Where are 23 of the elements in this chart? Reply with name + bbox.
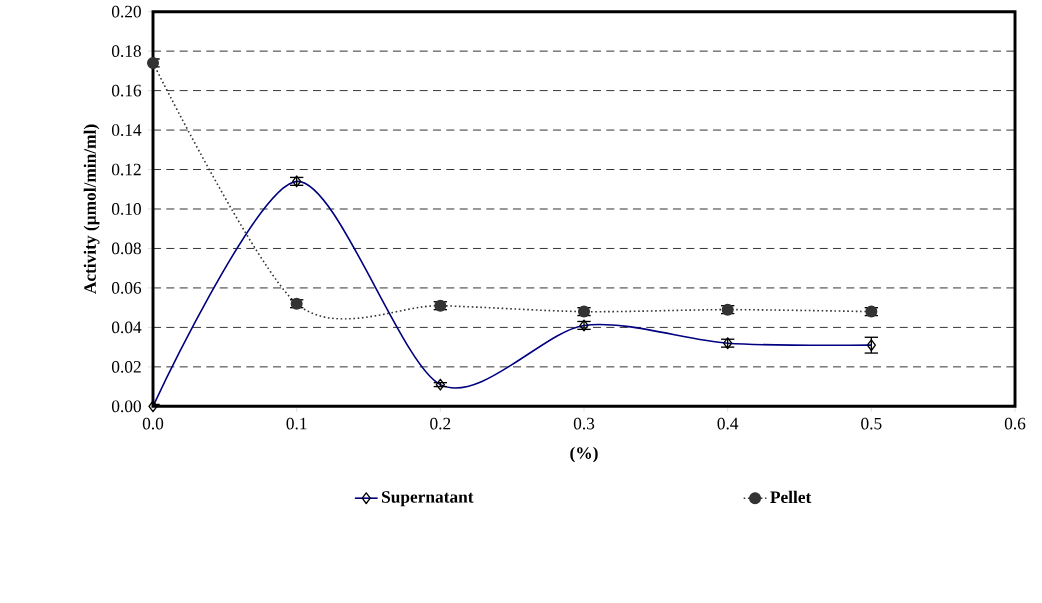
y-tick-label: 0.02	[111, 360, 141, 373]
y-tick-label: 0.18	[111, 45, 141, 57]
y-tick-label: 0.14	[111, 124, 142, 136]
y-tick-label: 0.10	[111, 203, 141, 215]
y-tick-label: 0.12	[111, 163, 141, 176]
x-tick-label: 0.2	[430, 417, 451, 430]
x-tick-label: 0.3	[573, 417, 595, 430]
x-axis-title: (%)	[570, 446, 598, 463]
x-tick-label: 0.1	[286, 417, 307, 430]
point	[147, 56, 160, 69]
x-tick-label: 0.6	[1004, 417, 1026, 430]
y-tick-label: 0.08	[111, 242, 141, 255]
y-tick-label: 0.00	[111, 400, 141, 413]
y-tick-label: 0.16	[111, 84, 142, 97]
y-tick-label: 0.06	[111, 281, 142, 294]
y-axis-title: Activity (µmol/min/ml)	[83, 124, 100, 294]
legend-label: Supernatant	[382, 491, 474, 507]
y-tick-label: 0.20	[111, 5, 141, 18]
x-tick-label: 0.4	[717, 417, 739, 430]
x-tick-label: 0.5	[861, 417, 882, 430]
y-tick-label: 0.04	[111, 321, 142, 334]
x-tick-label: 0.0	[142, 417, 164, 430]
legend-label: Pellet	[770, 490, 812, 503]
